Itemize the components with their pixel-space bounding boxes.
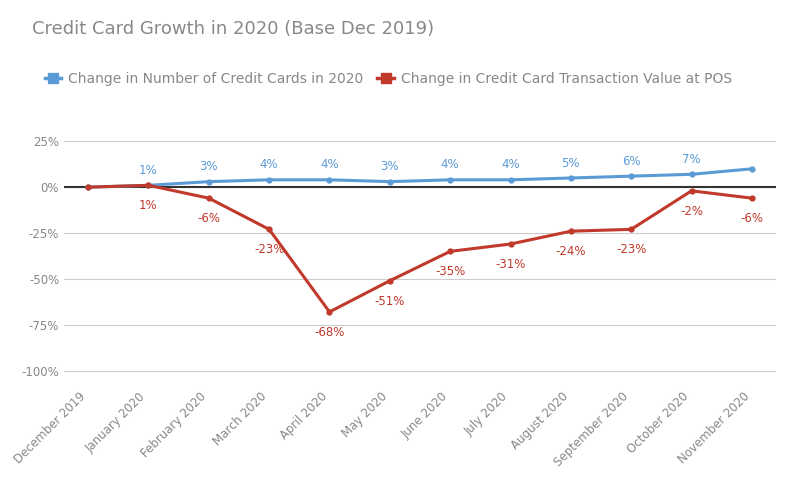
- Text: -68%: -68%: [314, 326, 345, 339]
- Text: Credit Card Growth in 2020 (Base Dec 2019): Credit Card Growth in 2020 (Base Dec 201…: [32, 20, 434, 38]
- Text: 1%: 1%: [139, 199, 158, 212]
- Text: -24%: -24%: [555, 245, 586, 258]
- Legend: Change in Number of Credit Cards in 2020, Change in Credit Card Transaction Valu: Change in Number of Credit Cards in 2020…: [39, 66, 738, 91]
- Text: 1%: 1%: [139, 164, 158, 177]
- Text: 5%: 5%: [562, 157, 580, 169]
- Text: 6%: 6%: [622, 155, 641, 168]
- Text: 3%: 3%: [199, 161, 218, 173]
- Text: -23%: -23%: [254, 243, 284, 256]
- Text: -35%: -35%: [435, 265, 466, 278]
- Text: 4%: 4%: [501, 159, 520, 171]
- Text: -6%: -6%: [740, 212, 763, 225]
- Text: -31%: -31%: [495, 258, 526, 271]
- Text: -51%: -51%: [374, 294, 405, 308]
- Text: 4%: 4%: [441, 159, 459, 171]
- Text: -6%: -6%: [198, 212, 220, 225]
- Text: -2%: -2%: [680, 205, 703, 218]
- Text: 4%: 4%: [320, 159, 339, 171]
- Text: 4%: 4%: [260, 159, 278, 171]
- Text: -23%: -23%: [616, 243, 646, 256]
- Text: 7%: 7%: [682, 153, 701, 166]
- Text: 3%: 3%: [381, 161, 399, 173]
